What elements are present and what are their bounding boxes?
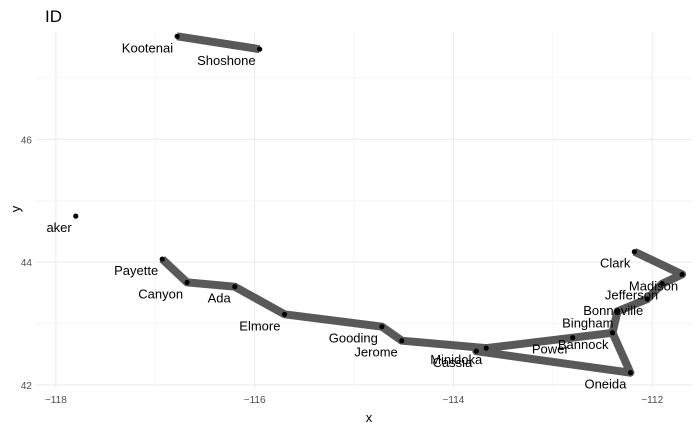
point-bonneville (644, 296, 650, 302)
point-bingham (614, 308, 621, 314)
x-axis-title: x (366, 410, 373, 425)
point-jefferson (659, 281, 665, 287)
x-axis-ticks: −118 −116 −114 −112 (45, 395, 664, 406)
label-gooding: Gooding (329, 331, 378, 346)
x-tick-label: −118 (45, 395, 67, 406)
point-gooding (379, 324, 385, 330)
label-shoshone: Shoshone (197, 53, 256, 68)
point-madison (679, 271, 685, 278)
x-tick-label: −114 (443, 395, 465, 406)
chart-title: ID (45, 7, 62, 26)
label-bingham: Bingham (562, 315, 613, 330)
point-minidoka (483, 345, 489, 351)
point-jerome (399, 338, 405, 344)
y-tick-label: 42 (21, 381, 33, 392)
point-elmore (281, 311, 288, 317)
label-payette: Payette (114, 263, 158, 278)
label-aker: aker (46, 220, 72, 235)
point-clark (631, 249, 637, 255)
path-1 (176, 32, 261, 54)
point-power (570, 335, 576, 341)
x-tick-label: −112 (641, 395, 663, 406)
label-bonneville: Bonneville (583, 303, 643, 318)
label-cassia: Cassia (433, 355, 474, 370)
point-aker (73, 213, 79, 219)
point-labels: Kootenai Shoshone aker Payette Canyon Ada Elmo… (46, 40, 678, 391)
label-oneida: Oneida (584, 377, 627, 392)
label-bannock: Bannock (558, 337, 609, 352)
y-tick-label: 44 (21, 258, 33, 269)
label-power: Power (532, 342, 570, 357)
point-shoshone (257, 46, 263, 52)
label-jerome: Jerome (354, 345, 397, 360)
x-tick-label: −116 (244, 395, 266, 406)
y-axis-ticks: 42 44 46 (21, 135, 33, 392)
label-canyon: Canyon (138, 286, 183, 301)
y-axis-title: y (8, 205, 23, 212)
data-points (73, 33, 685, 376)
label-ada: Ada (208, 291, 232, 306)
point-bannock (609, 330, 616, 336)
point-payette (159, 256, 165, 262)
label-minidoka: Minidoka (430, 352, 483, 367)
label-elmore: Elmore (239, 318, 280, 333)
point-cassia (473, 348, 479, 354)
label-jefferson: Jefferson (605, 288, 658, 303)
gridlines (36, 32, 692, 388)
point-kootenai (174, 33, 180, 39)
point-canyon (184, 279, 190, 286)
point-oneida (627, 370, 633, 376)
label-clark: Clark (600, 256, 631, 271)
y-tick-label: 46 (21, 135, 33, 146)
label-kootenai: Kootenai (122, 40, 173, 55)
label-madison: Madison (629, 278, 678, 293)
point-ada (232, 284, 238, 290)
